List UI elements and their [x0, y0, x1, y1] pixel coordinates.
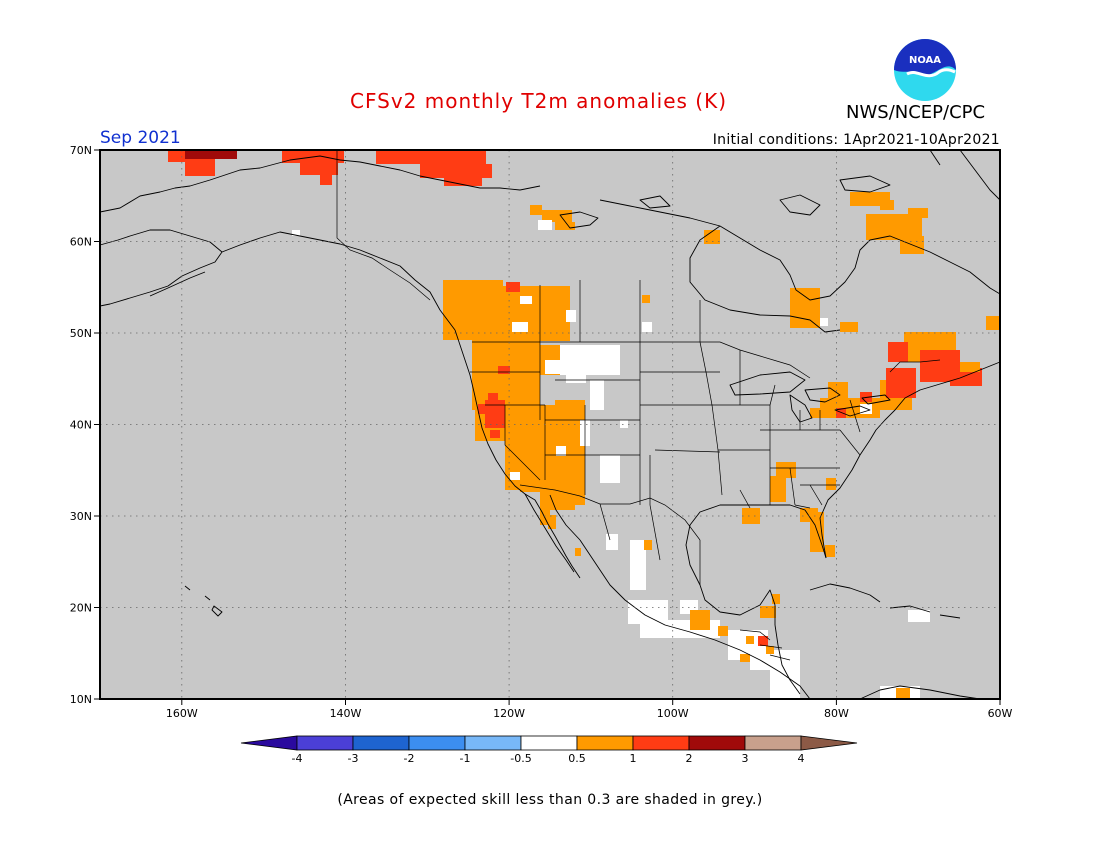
- lon-label-60w: 60W: [988, 707, 1013, 720]
- initial-conditions: Initial conditions: 1Apr2021-10Apr2021: [712, 132, 1000, 148]
- legend-labels: -4 -3 -2 -1 -0.5 0.5 1 2 3 4: [292, 752, 805, 765]
- lat-label-70n: 70N: [70, 144, 92, 157]
- lon-label-100w: 100W: [657, 707, 689, 720]
- political-borders: [336, 150, 941, 661]
- lon-label-160w: 160W: [166, 707, 198, 720]
- agency-label: NWS/NCEP/CPC: [846, 102, 986, 123]
- legend-label: -4: [292, 752, 303, 765]
- legend-label: 2: [686, 752, 693, 765]
- legend-label: -2: [404, 752, 415, 765]
- legend-label: 4: [798, 752, 805, 765]
- legend-label: -0.5: [510, 752, 531, 765]
- lon-labels: 160W 140W 120W 100W 80W 60W: [166, 707, 1013, 720]
- anomaly-shading: [168, 150, 1000, 699]
- legend-label: -3: [348, 752, 359, 765]
- legend-swatch-lowest: [240, 735, 298, 751]
- lat-label-50n: 50N: [70, 327, 92, 340]
- lon-label-80w: 80W: [824, 707, 849, 720]
- color-legend: [240, 735, 858, 751]
- legend-label: 0.5: [568, 752, 586, 765]
- legend-swatch: [632, 735, 690, 751]
- lat-label-10n: 10N: [70, 693, 92, 706]
- legend-swatch: [296, 735, 354, 751]
- legend-swatch: [408, 735, 466, 751]
- legend-label: 3: [742, 752, 749, 765]
- lon-label-140w: 140W: [330, 707, 362, 720]
- legend-label: -1: [460, 752, 471, 765]
- legend-swatch: [352, 735, 410, 751]
- anomaly-map: 70N 60N 50N 40N 30N 20N 10N 160W 140W 12…: [70, 144, 1013, 765]
- legend-swatch: [688, 735, 746, 751]
- lat-label-60n: 60N: [70, 236, 92, 249]
- coastlines: [99, 149, 1001, 700]
- legend-swatch: [744, 735, 802, 751]
- lat-label-20n: 20N: [70, 602, 92, 615]
- legend-label: 1: [630, 752, 637, 765]
- lat-lon-grid: [100, 150, 1000, 699]
- legend-swatch-highest: [800, 735, 858, 751]
- skill-footnote: (Areas of expected skill less than 0.3 a…: [337, 792, 763, 808]
- page-title: CFSv2 monthly T2m anomalies (K): [350, 89, 727, 113]
- lat-label-40n: 40N: [70, 419, 92, 432]
- axis-ticks: [94, 149, 1001, 705]
- logo-text: NOAA: [909, 55, 941, 66]
- legend-swatch: [464, 735, 522, 751]
- forecast-month: Sep 2021: [100, 128, 181, 148]
- lat-label-30n: 30N: [70, 510, 92, 523]
- lat-labels: 70N 60N 50N 40N 30N 20N 10N: [70, 144, 92, 706]
- noaa-logo: NOAA: [894, 39, 956, 101]
- legend-swatch: [576, 735, 634, 751]
- legend-swatch: [520, 735, 578, 751]
- lon-label-120w: 120W: [493, 707, 525, 720]
